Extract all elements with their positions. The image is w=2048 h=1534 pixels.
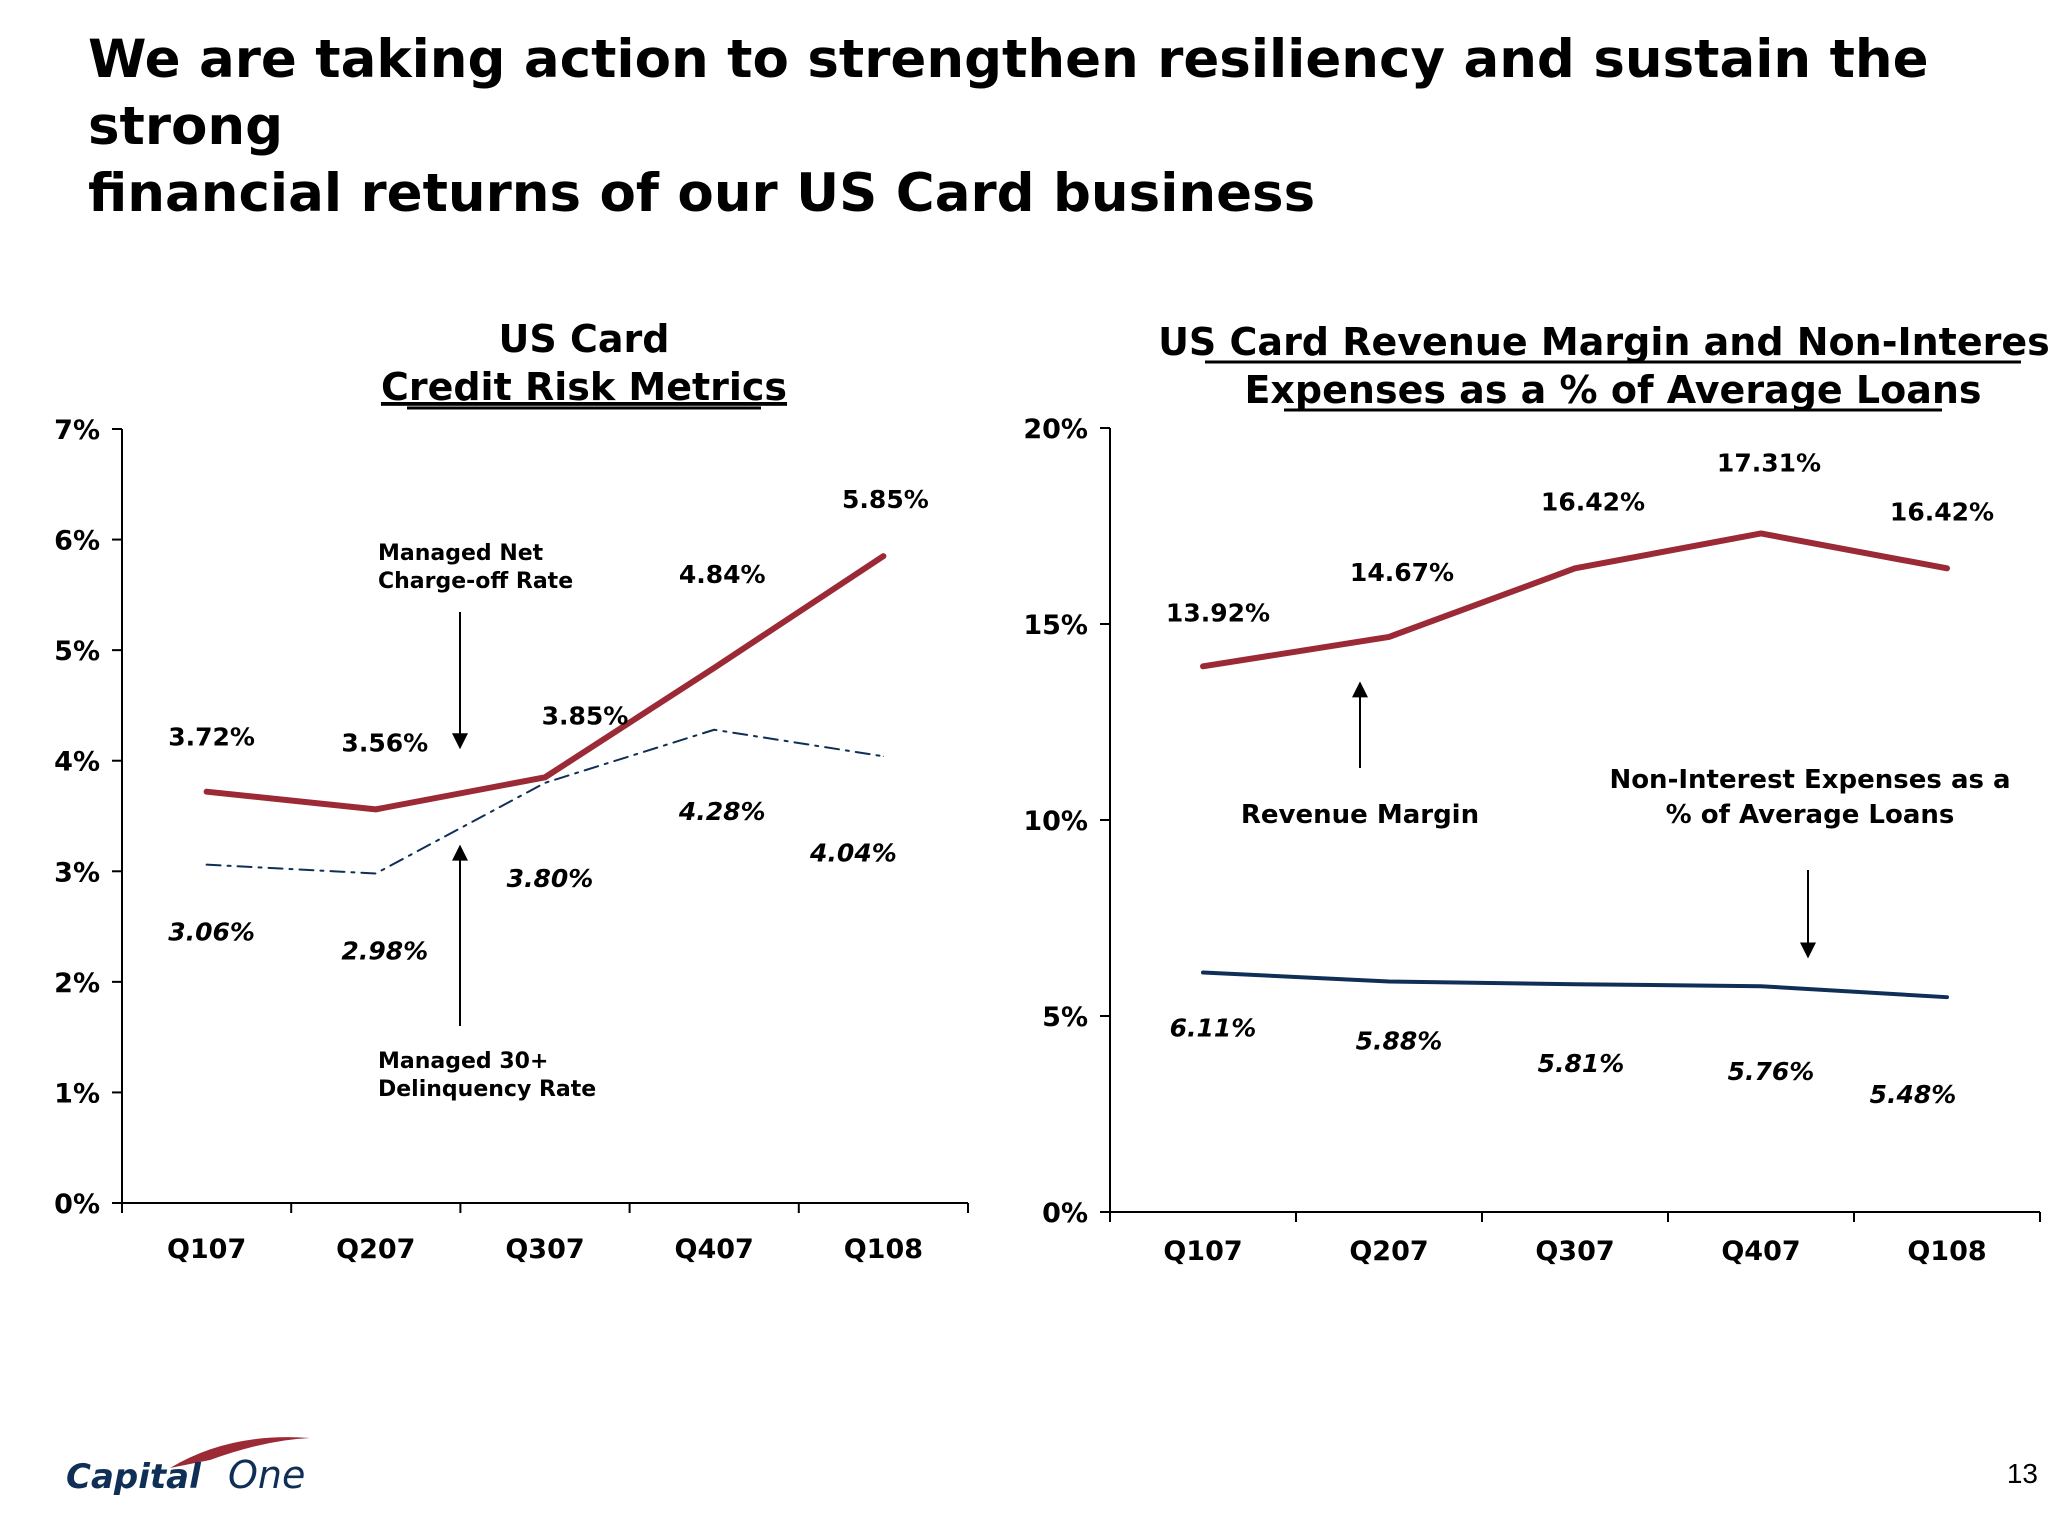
y-tick-label: 5% [1042, 1002, 1088, 1033]
expense-annotation-line-2: % of Average Loans [1666, 800, 1955, 830]
x-tick-label: Q207 [1349, 1236, 1428, 1267]
data-label-series-2: 2.98% [341, 936, 428, 965]
x-tick-label: Q107 [167, 1234, 246, 1265]
logo-text-one: One [228, 1453, 305, 1497]
data-label-series-1: 16.42% [1541, 487, 1645, 516]
revenue-expense-chart: US Card Revenue Margin and Non-Interest … [1023, 320, 2048, 1267]
series-1-point [206, 791, 208, 793]
x-tick-label: Q207 [336, 1234, 415, 1265]
y-tick-label: 6% [54, 526, 100, 557]
expense-annotation-line-1: Non-Interest Expenses as a [1609, 765, 2010, 795]
series-1-point [882, 555, 884, 557]
series-2-point [882, 755, 884, 757]
series-2-point [544, 782, 546, 784]
data-label-series-2: 5.76% [1728, 1057, 1815, 1086]
slide-title-line-2: financial returns of our US Card busines… [88, 163, 1316, 224]
x-tick-label: Q107 [1163, 1236, 1242, 1267]
data-label-series-1: 3.72% [168, 723, 255, 752]
series-1-point [1760, 532, 1762, 534]
y-tick-label: 20% [1023, 414, 1088, 445]
right-chart-title-line-2: Expenses as a % of Average Loans [1244, 368, 1981, 412]
data-label-series-1: 13.92% [1166, 598, 1270, 627]
data-label-series-2: 3.80% [507, 864, 594, 893]
charge-off-annotation-line-1: Managed Net [378, 541, 544, 566]
left-chart-data-labels: 3.72% 3.56% 3.85% 4.84% 5.85% 3.06% 2.98% 3.80%… [168, 485, 929, 965]
right-chart-axes: 0% 5% 10% 15% 20% Q107 Q207 Q307 Q407 Q108 [1023, 414, 2041, 1267]
data-label-series-2: 5.88% [1356, 1027, 1443, 1056]
revenue-margin-annotation: Revenue Margin [1241, 800, 1479, 830]
series-1-point [375, 808, 377, 810]
data-label-series-2: 4.28% [678, 797, 766, 826]
series-1-point [1202, 665, 1204, 667]
data-label-series-1: 3.85% [542, 701, 629, 730]
y-tick-label: 4% [54, 747, 100, 778]
y-tick-label: 0% [54, 1189, 100, 1220]
series-1-point [1388, 636, 1390, 638]
data-label-series-2: 3.06% [168, 918, 255, 947]
x-tick-label: Q307 [505, 1234, 584, 1265]
series-1-point [1946, 567, 1948, 569]
data-label-series-1: 3.56% [341, 728, 428, 757]
series-2-point [1760, 985, 1762, 987]
series-2-point [375, 872, 377, 874]
logo-text-capital: Capital [66, 1457, 202, 1497]
series-1-point [713, 667, 715, 669]
series-2-point [1946, 996, 1948, 998]
y-tick-label: 7% [54, 415, 100, 446]
data-label-series-1: 17.31% [1717, 448, 1821, 477]
charge-off-annotation-line-2: Charge-off Rate [378, 569, 573, 594]
y-tick-label: 1% [54, 1078, 100, 1109]
data-label-series-2: 4.04% [809, 838, 897, 867]
y-tick-label: 3% [54, 857, 100, 888]
data-label-series-2: 5.48% [1870, 1080, 1957, 1109]
data-label-series-1: 16.42% [1890, 497, 1994, 526]
series-2-point [1202, 971, 1204, 973]
left-chart-series [203, 553, 887, 1026]
y-tick-label: 10% [1023, 806, 1088, 837]
series-2-point [713, 729, 715, 731]
series-1-point [1574, 567, 1576, 569]
data-label-series-1: 4.84% [679, 560, 766, 589]
series-line-2 [1201, 970, 1949, 1000]
page-number: 13 [2006, 1458, 2038, 1489]
x-tick-label: Q407 [1721, 1236, 1800, 1267]
series-2-point [1574, 983, 1576, 985]
y-tick-label: 2% [54, 968, 100, 999]
series-2-point [206, 864, 208, 866]
data-label-series-2: 5.81% [1538, 1049, 1625, 1078]
data-label-series-2: 6.11% [1170, 1013, 1257, 1042]
series-1-point [544, 776, 546, 778]
x-tick-label: Q108 [844, 1234, 923, 1265]
x-tick-label: Q307 [1535, 1236, 1614, 1267]
series-line-1 [203, 553, 887, 813]
left-chart-title-line-2: Credit Risk Metrics [381, 365, 787, 409]
x-tick-label: Q108 [1907, 1236, 1986, 1267]
charge-off-arrow-head [452, 733, 468, 750]
revenue-arrow-head [1352, 681, 1368, 698]
credit-risk-chart: US Card Credit Risk Metrics 0% 1% 2% 3% 4% 5%… [54, 317, 969, 1265]
series-2-point [1388, 981, 1390, 983]
delinquency-annotation-line-1: Managed 30+ [378, 1049, 548, 1074]
expense-arrow-head [1800, 942, 1816, 959]
slide-title-line-1: We are taking action to strengthen resil… [88, 29, 1929, 157]
right-chart-title-line-1: US Card Revenue Margin and Non-Interest [1158, 320, 2048, 364]
logo-swoosh [170, 1437, 310, 1468]
y-tick-label: 5% [54, 636, 100, 667]
delinquency-arrow-head [452, 844, 468, 861]
delinquency-annotation-line-2: Delinquency Rate [378, 1077, 596, 1102]
y-tick-label: 0% [1042, 1198, 1088, 1229]
left-chart-axes: 0% 1% 2% 3% 4% 5% 6% 7% Q107 Q207 Q307 Q407 Q108 [54, 415, 969, 1265]
series-line-1 [1200, 530, 1950, 670]
x-tick-label: Q407 [675, 1234, 754, 1265]
left-chart-title-line-1: US Card [499, 317, 670, 361]
data-label-series-1: 14.67% [1350, 558, 1454, 587]
y-tick-label: 15% [1023, 610, 1088, 641]
data-label-series-1: 5.85% [842, 485, 929, 514]
capital-one-logo: Capital One [66, 1437, 310, 1497]
right-chart-series [1200, 530, 1950, 1000]
right-chart-data-labels: 13.92% 14.67% 16.42% 17.31% 16.42% 6.11% 5.88%… [1166, 448, 1994, 1109]
slide-title: We are taking action to strengthen resil… [88, 26, 1988, 227]
